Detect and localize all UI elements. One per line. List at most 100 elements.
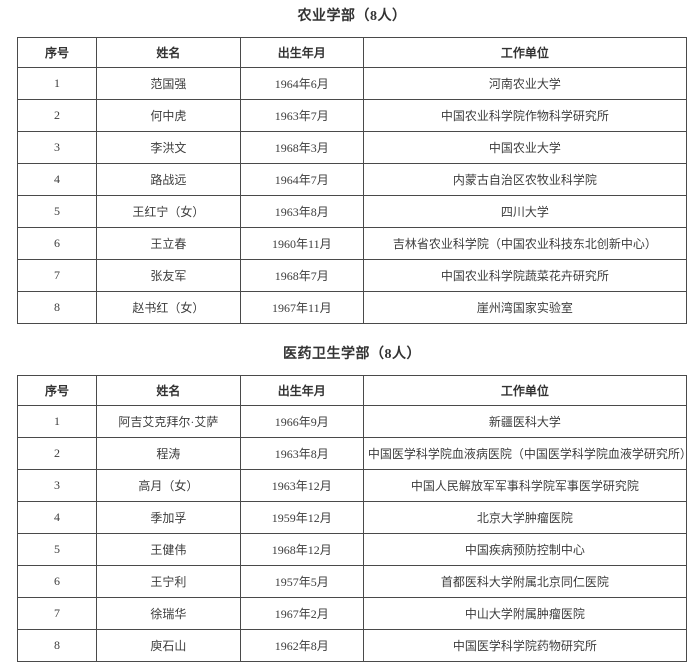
cell-name: 赵书红（女）	[95, 291, 241, 324]
table-row: 2 程涛 1963年8月 中国医学科学院血液病医院（中国医学科学院血液学研究所）	[17, 437, 688, 470]
cell-name: 路战远	[95, 163, 241, 196]
table-row: 5 王红宁（女） 1963年8月 四川大学	[17, 195, 688, 228]
cell-serial: 8	[17, 629, 97, 662]
cell-serial: 6	[17, 227, 97, 260]
cell-serial: 7	[17, 259, 97, 292]
cell-name: 何中虎	[95, 99, 241, 132]
cell-serial: 2	[17, 99, 97, 132]
cell-serial: 3	[17, 131, 97, 164]
cell-birthdate: 1966年9月	[239, 405, 364, 438]
cell-name: 李洪文	[95, 131, 241, 164]
table-header-row: 序号 姓名 出生年月 工作单位	[17, 37, 688, 68]
table-row: 6 王立春 1960年11月 吉林省农业科学院（中国农业科技东北创新中心）	[17, 227, 688, 260]
header-cell-workunit: 工作单位	[362, 37, 688, 68]
cell-workunit: 内蒙古自治区农牧业科学院	[362, 163, 688, 196]
table-row: 3 高月（女） 1963年12月 中国人民解放军军事科学院军事医学研究院	[17, 469, 688, 502]
medicine-division-table: 序号 姓名 出生年月 工作单位 1 阿吉艾克拜尔·艾萨 1966年9月 新疆医科大学 2 程涛 1…	[17, 375, 688, 662]
cell-workunit: 中国疾病预防控制中心	[362, 533, 688, 566]
cell-birthdate: 1968年3月	[239, 131, 364, 164]
cell-workunit: 四川大学	[362, 195, 688, 228]
cell-name: 张友军	[95, 259, 241, 292]
cell-name: 阿吉艾克拜尔·艾萨	[95, 405, 241, 438]
cell-birthdate: 1963年8月	[239, 195, 364, 228]
cell-serial: 7	[17, 597, 97, 630]
cell-workunit: 北京大学肿瘤医院	[362, 501, 688, 534]
cell-name: 王立春	[95, 227, 241, 260]
table-row: 2 何中虎 1963年7月 中国农业科学院作物科学研究所	[17, 99, 688, 132]
cell-birthdate: 1964年6月	[239, 67, 364, 100]
cell-workunit: 河南农业大学	[362, 67, 688, 100]
cell-birthdate: 1964年7月	[239, 163, 364, 196]
cell-name: 王红宁（女）	[95, 195, 241, 228]
table-row: 8 庾石山 1962年8月 中国医学科学院药物研究所	[17, 629, 688, 662]
agriculture-division-title: 农业学部（8人）	[297, 9, 407, 24]
cell-name: 季加孚	[95, 501, 241, 534]
header-cell-birthdate: 出生年月	[239, 375, 364, 406]
cell-name: 程涛	[95, 437, 241, 470]
cell-birthdate: 1957年5月	[239, 565, 364, 598]
cell-serial: 5	[17, 533, 97, 566]
cell-name: 王健伟	[95, 533, 241, 566]
cell-workunit: 中国农业大学	[362, 131, 688, 164]
medicine-division-title: 医药卫生学部（8人）	[283, 347, 421, 362]
header-cell-serial: 序号	[17, 375, 97, 406]
cell-birthdate: 1959年12月	[239, 501, 364, 534]
table-header-row: 序号 姓名 出生年月 工作单位	[17, 375, 688, 406]
header-cell-birthdate: 出生年月	[239, 37, 364, 68]
table-row: 1 范国强 1964年6月 河南农业大学	[17, 67, 688, 100]
cell-serial: 4	[17, 501, 97, 534]
cell-serial: 1	[17, 67, 97, 100]
cell-birthdate: 1960年11月	[239, 227, 364, 260]
medicine-division-section: 医药卫生学部（8人） 序号 姓名 出生年月 工作单位 1 阿吉艾克拜尔·艾萨 1966年9…	[17, 346, 688, 662]
header-cell-name: 姓名	[95, 37, 241, 68]
cell-birthdate: 1968年7月	[239, 259, 364, 292]
cell-workunit: 中国农业科学院蔬菜花卉研究所	[362, 259, 688, 292]
table-body: 1 阿吉艾克拜尔·艾萨 1966年9月 新疆医科大学 2 程涛 1963年8月 中国医学科学院…	[17, 405, 688, 662]
cell-birthdate: 1963年7月	[239, 99, 364, 132]
cell-name: 高月（女）	[95, 469, 241, 502]
cell-birthdate: 1968年12月	[239, 533, 364, 566]
cell-name: 徐瑞华	[95, 597, 241, 630]
table-header-row: 序号 姓名 出生年月 工作单位	[17, 37, 688, 68]
cell-workunit: 崖州湾国家实验室	[362, 291, 688, 324]
cell-workunit: 中国农业科学院作物科学研究所	[362, 99, 688, 132]
agriculture-division-table: 序号 姓名 出生年月 工作单位 1 范国强 1964年6月 河南农业大学 2 何中虎 1963年7…	[17, 37, 688, 324]
table-row: 1 阿吉艾克拜尔·艾萨 1966年9月 新疆医科大学	[17, 405, 688, 438]
table-row: 3 李洪文 1968年3月 中国农业大学	[17, 131, 688, 164]
cell-workunit: 吉林省农业科学院（中国农业科技东北创新中心）	[362, 227, 688, 260]
cell-serial: 2	[17, 437, 97, 470]
cell-name: 范国强	[95, 67, 241, 100]
cell-workunit: 中国人民解放军军事科学院军事医学研究院	[362, 469, 688, 502]
cell-birthdate: 1963年12月	[239, 469, 364, 502]
cell-workunit: 中山大学附属肿瘤医院	[362, 597, 688, 630]
table-header-row: 序号 姓名 出生年月 工作单位	[17, 375, 688, 406]
table-row: 7 张友军 1968年7月 中国农业科学院蔬菜花卉研究所	[17, 259, 688, 292]
cell-birthdate: 1963年8月	[239, 437, 364, 470]
cell-birthdate: 1967年2月	[239, 597, 364, 630]
cell-workunit: 中国医学科学院血液病医院（中国医学科学院血液学研究所）	[362, 437, 688, 470]
cell-name: 庾石山	[95, 629, 241, 662]
table-row: 6 王宁利 1957年5月 首都医科大学附属北京同仁医院	[17, 565, 688, 598]
table-row: 4 季加孚 1959年12月 北京大学肿瘤医院	[17, 501, 688, 534]
header-cell-workunit: 工作单位	[362, 375, 688, 406]
cell-workunit: 首都医科大学附属北京同仁医院	[362, 565, 688, 598]
cell-birthdate: 1962年8月	[239, 629, 364, 662]
cell-birthdate: 1967年11月	[239, 291, 364, 324]
cell-serial: 8	[17, 291, 97, 324]
header-cell-name: 姓名	[95, 375, 241, 406]
cell-serial: 3	[17, 469, 97, 502]
cell-workunit: 新疆医科大学	[362, 405, 688, 438]
cell-serial: 5	[17, 195, 97, 228]
cell-serial: 4	[17, 163, 97, 196]
header-cell-serial: 序号	[17, 37, 97, 68]
table-row: 4 路战远 1964年7月 内蒙古自治区农牧业科学院	[17, 163, 688, 196]
cell-serial: 1	[17, 405, 97, 438]
cell-name: 王宁利	[95, 565, 241, 598]
table-row: 8 赵书红（女） 1967年11月 崖州湾国家实验室	[17, 291, 688, 324]
table-body: 1 范国强 1964年6月 河南农业大学 2 何中虎 1963年7月 中国农业科学院作物科学研…	[17, 67, 688, 324]
cell-serial: 6	[17, 565, 97, 598]
agriculture-division-section: 农业学部（8人） 序号 姓名 出生年月 工作单位 1 范国强 1964年6月 河南农业大学 2…	[17, 8, 688, 324]
cell-workunit: 中国医学科学院药物研究所	[362, 629, 688, 662]
table-row: 5 王健伟 1968年12月 中国疾病预防控制中心	[17, 533, 688, 566]
